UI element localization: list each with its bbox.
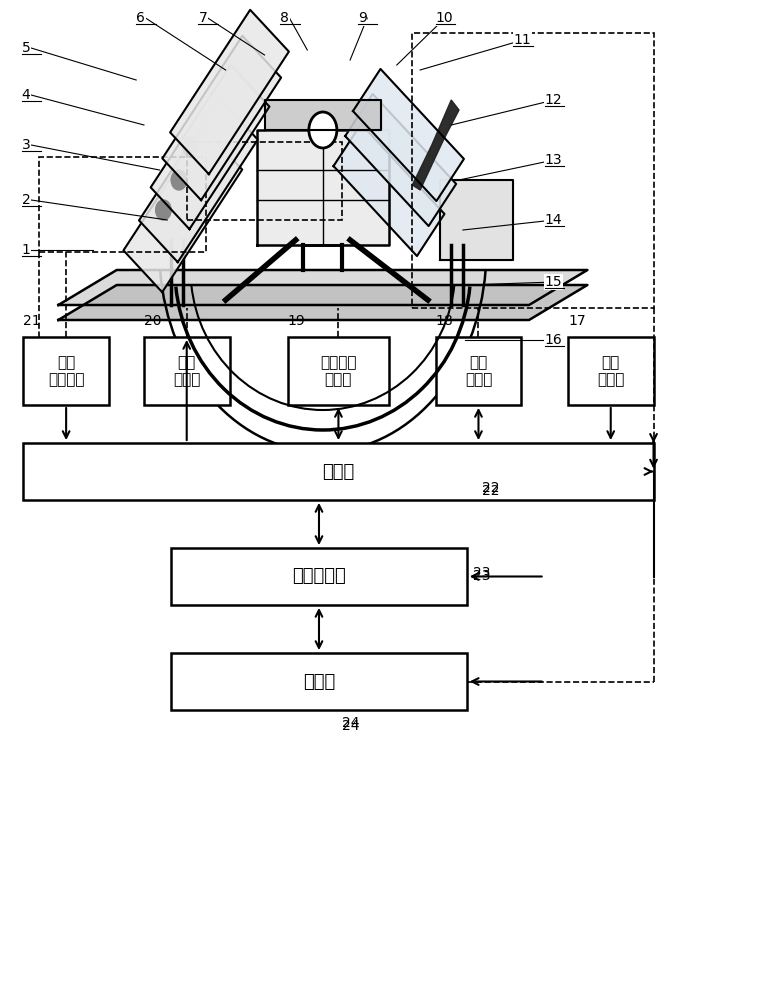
Text: 4: 4	[22, 88, 30, 102]
Polygon shape	[151, 65, 269, 229]
Text: 13: 13	[545, 153, 562, 167]
Text: 15: 15	[545, 275, 562, 289]
Bar	[39, 157, 206, 252]
Bar	[23, 443, 654, 500]
Text: 7: 7	[198, 11, 207, 25]
Text: 14: 14	[545, 213, 562, 227]
Text: 转台
驱动器: 转台 驱动器	[464, 355, 492, 387]
Text: 3: 3	[22, 138, 30, 152]
Bar	[412, 33, 654, 308]
Text: 压电
放大电路: 压电 放大电路	[48, 355, 84, 387]
Circle shape	[309, 112, 337, 148]
Text: 19: 19	[288, 314, 306, 328]
Text: 22: 22	[482, 484, 499, 498]
Text: 24: 24	[342, 716, 359, 730]
Text: 伺服电机
驱动器: 伺服电机 驱动器	[321, 355, 356, 387]
Circle shape	[171, 170, 187, 190]
Bar	[144, 337, 230, 405]
Text: 电缸
驱动器: 电缸 驱动器	[597, 355, 625, 387]
Text: 电荷
放大器: 电荷 放大器	[173, 355, 201, 387]
Bar	[187, 142, 342, 220]
Text: 12: 12	[545, 93, 562, 107]
Polygon shape	[353, 69, 464, 201]
Text: 运动控制卡: 运动控制卡	[292, 567, 346, 585]
Polygon shape	[163, 36, 281, 200]
Text: 24: 24	[342, 719, 359, 733]
Polygon shape	[412, 100, 459, 190]
Text: 2: 2	[22, 193, 30, 207]
Text: 9: 9	[358, 11, 366, 25]
Text: 10: 10	[436, 11, 454, 25]
Text: 8: 8	[280, 11, 289, 25]
Bar	[171, 548, 467, 605]
Text: 16: 16	[545, 333, 562, 347]
Text: 11: 11	[513, 33, 531, 47]
Polygon shape	[139, 98, 258, 262]
Circle shape	[156, 200, 171, 220]
Text: 17: 17	[568, 314, 586, 328]
Bar	[171, 653, 467, 710]
Text: 23: 23	[473, 566, 490, 580]
Text: 端子板: 端子板	[322, 462, 355, 481]
Bar	[288, 337, 389, 405]
Polygon shape	[265, 100, 381, 130]
Text: 20: 20	[144, 314, 161, 328]
Text: 计算机: 计算机	[303, 672, 335, 690]
Polygon shape	[440, 180, 513, 260]
Polygon shape	[58, 285, 587, 320]
Polygon shape	[345, 94, 456, 226]
Text: 18: 18	[436, 314, 454, 328]
Text: 21: 21	[23, 314, 41, 328]
Bar	[23, 337, 109, 405]
Polygon shape	[334, 124, 444, 256]
Bar	[436, 337, 521, 405]
Text: 22: 22	[482, 481, 499, 495]
Polygon shape	[58, 270, 587, 305]
Bar	[568, 337, 654, 405]
Polygon shape	[124, 128, 242, 292]
Text: 6: 6	[136, 11, 145, 25]
Polygon shape	[257, 130, 389, 245]
Text: 23: 23	[473, 569, 490, 583]
Text: 5: 5	[22, 41, 30, 55]
Circle shape	[183, 137, 198, 157]
Text: 1: 1	[22, 243, 30, 257]
Polygon shape	[170, 10, 289, 174]
